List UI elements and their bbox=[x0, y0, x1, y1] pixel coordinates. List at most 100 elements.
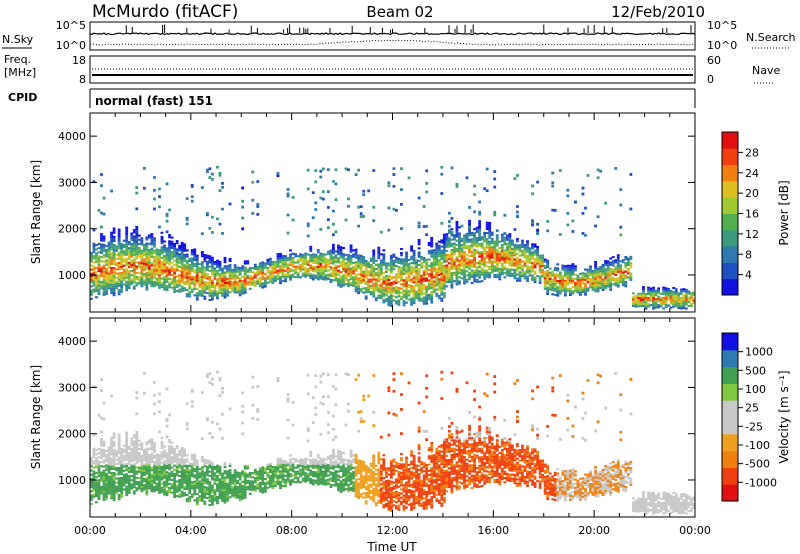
power-cell bbox=[231, 285, 234, 288]
power-cell bbox=[243, 279, 247, 282]
velocity-cell bbox=[112, 465, 116, 468]
power-cell bbox=[417, 196, 421, 200]
velocity-cell bbox=[137, 456, 141, 459]
velocity-cell bbox=[175, 488, 179, 491]
power-cell bbox=[188, 268, 192, 271]
power-cell bbox=[450, 271, 454, 275]
power-cell bbox=[112, 252, 116, 255]
power-cell bbox=[453, 236, 456, 239]
velocity-cell bbox=[185, 466, 189, 469]
power-cell bbox=[160, 271, 164, 274]
power-cell bbox=[493, 257, 497, 260]
power-cell bbox=[132, 254, 136, 257]
power-cell bbox=[606, 264, 610, 267]
power-cell bbox=[193, 269, 197, 272]
velocity-cell bbox=[147, 485, 151, 488]
power-cell bbox=[478, 272, 482, 275]
power-cell bbox=[412, 256, 416, 259]
power-cell bbox=[357, 287, 361, 290]
power-cell bbox=[488, 267, 492, 270]
power-cell bbox=[135, 207, 139, 211]
power-cell bbox=[566, 283, 570, 286]
power-cell bbox=[377, 290, 381, 293]
velocity-cell bbox=[160, 486, 164, 489]
power-cell bbox=[203, 254, 207, 257]
power-cell bbox=[140, 274, 144, 277]
power-cell bbox=[367, 189, 371, 193]
power-cell bbox=[458, 234, 461, 237]
velocity-cell bbox=[115, 462, 119, 465]
power-cell bbox=[677, 300, 681, 303]
velocity-cell bbox=[110, 494, 113, 498]
power-cell bbox=[324, 278, 328, 281]
power-cell bbox=[561, 268, 565, 271]
velocity-cell bbox=[205, 467, 209, 470]
velocity-cell bbox=[158, 491, 161, 494]
velocity-cell bbox=[117, 483, 121, 486]
power-cell bbox=[185, 282, 189, 285]
velocity-cell bbox=[188, 496, 192, 499]
power-cell bbox=[110, 254, 113, 257]
power-cell bbox=[132, 252, 136, 255]
power-cell bbox=[332, 209, 335, 213]
power-cell bbox=[226, 265, 229, 268]
power-cell bbox=[102, 237, 106, 240]
power-cell bbox=[473, 242, 476, 245]
power-cell bbox=[412, 268, 416, 271]
power-cell bbox=[599, 276, 603, 279]
power-cell bbox=[604, 270, 608, 273]
power-cell bbox=[208, 284, 212, 287]
power-cell bbox=[531, 223, 534, 227]
power-cell bbox=[412, 274, 416, 278]
power-cell bbox=[621, 284, 625, 287]
power-cell bbox=[284, 278, 287, 281]
power-cell bbox=[344, 266, 348, 269]
power-cell bbox=[458, 255, 461, 258]
velocity-cell bbox=[178, 451, 182, 455]
power-cell bbox=[334, 279, 338, 282]
power-cell bbox=[178, 274, 182, 277]
power-cell bbox=[198, 279, 202, 282]
power-cell bbox=[289, 261, 292, 264]
power-cell bbox=[412, 258, 416, 261]
power-cell bbox=[135, 225, 139, 229]
power-cell bbox=[362, 281, 366, 284]
power-cell bbox=[362, 256, 366, 259]
power-cell bbox=[281, 267, 285, 270]
power-cell bbox=[422, 298, 426, 301]
power-cell bbox=[100, 211, 103, 215]
power-cell bbox=[581, 274, 585, 277]
power-cell bbox=[647, 297, 650, 300]
power-cell bbox=[286, 273, 290, 276]
velocity-cell bbox=[173, 468, 177, 471]
power-cell bbox=[606, 268, 610, 271]
power-cell bbox=[153, 241, 156, 244]
nsky-spikes bbox=[125, 24, 692, 33]
velocity-cell bbox=[95, 463, 98, 466]
velocity-cell bbox=[137, 487, 141, 490]
velocity-cell bbox=[112, 444, 116, 448]
power-cell bbox=[130, 263, 134, 266]
power-cell bbox=[344, 274, 348, 277]
power-cell bbox=[389, 261, 393, 264]
velocity-cell bbox=[120, 479, 124, 482]
velocity-cell bbox=[190, 481, 194, 484]
power-cell bbox=[422, 271, 426, 274]
power-cell bbox=[208, 259, 212, 262]
velocity-cell bbox=[137, 481, 141, 484]
power-cell bbox=[226, 292, 229, 295]
velocity-cell bbox=[102, 490, 106, 493]
power-cell bbox=[430, 261, 434, 265]
power-cell bbox=[332, 275, 335, 278]
power-cell bbox=[256, 282, 260, 285]
power-cell bbox=[221, 181, 224, 185]
power-cell bbox=[347, 283, 350, 286]
power-cell bbox=[405, 251, 408, 254]
power-cell bbox=[417, 282, 421, 285]
power-cell bbox=[435, 251, 439, 254]
power-cell bbox=[102, 291, 106, 294]
power-cell bbox=[684, 307, 688, 310]
power-cell bbox=[304, 256, 308, 259]
power-cell bbox=[190, 185, 194, 188]
power-cell bbox=[349, 259, 353, 262]
